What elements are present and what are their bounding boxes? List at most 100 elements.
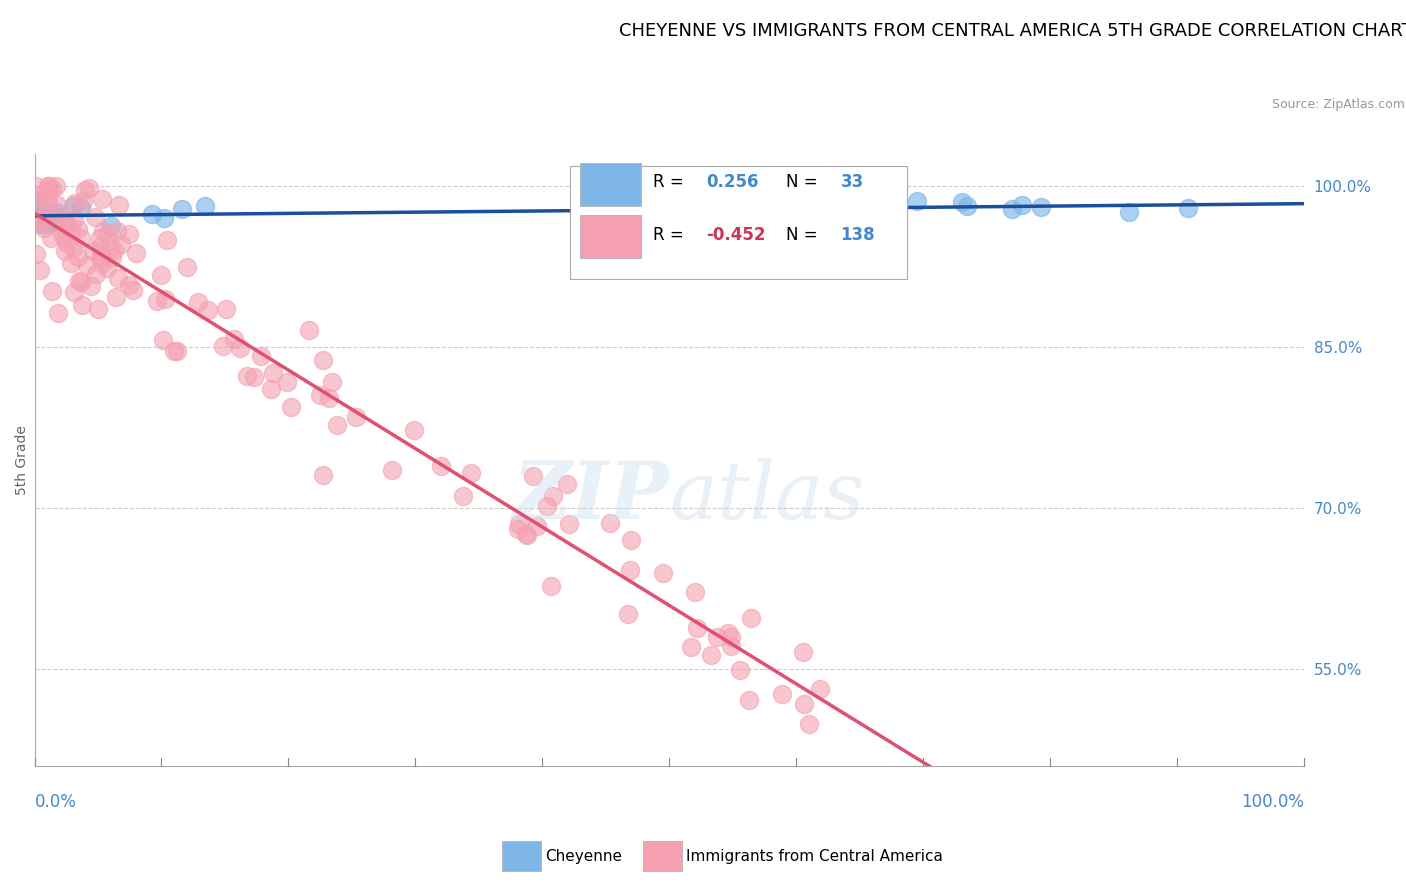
Point	[25, 202, 48, 216]
Point	[700, 648, 723, 662]
Point	[150, 268, 173, 282]
Point	[905, 194, 928, 208]
Text: 100.0%: 100.0%	[1241, 793, 1303, 811]
Point	[118, 277, 141, 292]
Point	[55, 219, 77, 234]
Point	[38, 214, 60, 228]
Point	[558, 517, 581, 532]
Point	[87, 301, 110, 316]
Point	[28, 217, 51, 231]
Point	[125, 246, 148, 260]
Text: -0.452: -0.452	[706, 226, 765, 244]
Point	[45, 204, 67, 219]
Point	[312, 352, 335, 367]
Text: N =: N =	[786, 173, 818, 192]
Point	[706, 631, 728, 645]
Point	[41, 181, 63, 195]
Point	[53, 211, 76, 225]
Point	[1118, 204, 1140, 219]
Point	[308, 387, 330, 401]
Text: R =: R =	[652, 226, 683, 244]
Point	[156, 233, 179, 247]
Text: atlas: atlas	[669, 458, 865, 535]
Point	[770, 686, 793, 700]
Point	[326, 418, 349, 433]
Point	[75, 183, 97, 197]
Point	[63, 213, 86, 227]
Text: 33: 33	[841, 173, 863, 192]
Point	[41, 215, 63, 229]
Point	[83, 210, 105, 224]
Point	[104, 290, 127, 304]
Point	[25, 247, 48, 261]
Point	[793, 697, 815, 711]
Point	[1029, 201, 1052, 215]
Point	[522, 469, 544, 483]
Point	[90, 251, 112, 265]
Point	[170, 202, 193, 217]
Point	[37, 178, 59, 193]
Point	[797, 717, 820, 731]
Point	[24, 211, 46, 226]
Point	[72, 194, 94, 209]
Text: CHEYENNE VS IMMIGRANTS FROM CENTRAL AMERICA 5TH GRADE CORRELATION CHART: CHEYENNE VS IMMIGRANTS FROM CENTRAL AMER…	[619, 22, 1406, 40]
Point	[55, 217, 77, 231]
Point	[27, 212, 49, 227]
Point	[37, 195, 59, 210]
Point	[90, 248, 112, 262]
Point	[52, 231, 75, 245]
Text: N =: N =	[786, 226, 818, 244]
Point	[86, 267, 108, 281]
Point	[35, 191, 58, 205]
Point	[96, 260, 118, 275]
Point	[66, 250, 89, 264]
Point	[516, 527, 538, 541]
Point	[70, 275, 93, 289]
Point	[60, 222, 83, 236]
FancyBboxPatch shape	[581, 163, 641, 206]
Point	[77, 181, 100, 195]
Point	[42, 211, 65, 226]
Point	[82, 244, 104, 259]
Point	[53, 215, 76, 229]
Point	[45, 211, 67, 226]
Point	[720, 639, 742, 653]
Point	[717, 626, 740, 640]
Point	[41, 285, 63, 299]
Text: Cheyenne: Cheyenne	[546, 849, 623, 863]
Point	[51, 227, 73, 241]
Point	[48, 212, 70, 227]
Point	[526, 519, 548, 533]
Point	[728, 663, 751, 677]
Point	[34, 203, 56, 218]
Point	[222, 332, 245, 346]
Point	[381, 463, 404, 477]
Point	[153, 292, 176, 306]
Point	[681, 640, 703, 654]
Point	[91, 224, 114, 238]
Point	[229, 341, 252, 355]
Point	[108, 198, 131, 212]
Text: ZIP: ZIP	[512, 458, 669, 535]
Point	[27, 193, 49, 207]
Point	[25, 178, 48, 193]
Point	[260, 383, 283, 397]
Point	[194, 199, 217, 213]
Point	[101, 250, 124, 264]
Point	[280, 401, 302, 415]
Text: R =: R =	[652, 173, 683, 192]
Point	[70, 201, 93, 215]
Point	[89, 240, 111, 254]
Point	[808, 681, 831, 696]
Point	[620, 533, 643, 548]
Text: 0.256: 0.256	[706, 173, 758, 192]
Text: 0.0%: 0.0%	[35, 793, 76, 811]
Point	[118, 227, 141, 241]
Point	[236, 369, 259, 384]
Point	[187, 295, 209, 310]
Point	[62, 199, 84, 213]
Point	[67, 222, 90, 236]
Point	[460, 466, 482, 480]
Point	[63, 196, 86, 211]
Point	[508, 521, 530, 535]
